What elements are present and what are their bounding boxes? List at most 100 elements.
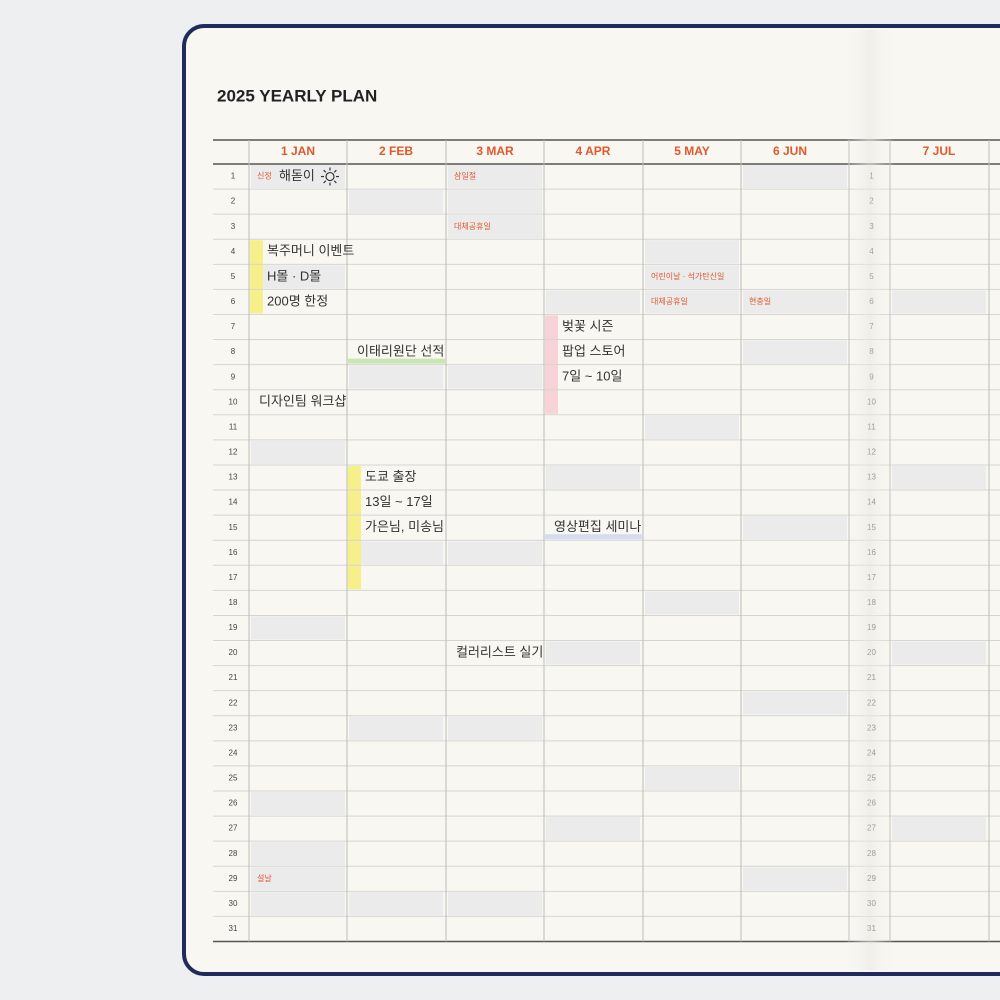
day-number: 14 [229, 498, 238, 507]
month-header: 5 MAY [674, 144, 710, 158]
shaded-cell [349, 541, 443, 565]
month-header: 7 JUL [923, 144, 956, 158]
handwritten-note: 팝업 스토어 [562, 344, 625, 359]
day-number: 21 [229, 673, 238, 682]
day-number: 3 [231, 222, 236, 231]
shaded-cell [645, 240, 739, 264]
shaded-cell [892, 465, 986, 490]
day-number: 26 [229, 799, 238, 808]
plan-title: 2025 YEARLY PLAN [217, 86, 377, 105]
shaded-cell [546, 817, 640, 841]
holiday-label: 신정 [257, 171, 272, 181]
handwritten-note: H몰 · D몰 [267, 268, 321, 283]
handwritten-note: 컬러리스트 실기 [456, 644, 543, 659]
holiday-label: 설날 [257, 873, 272, 883]
day-number: 23 [229, 723, 238, 732]
shaded-cell [743, 516, 847, 540]
handwritten-note: 벚꽃 시즌 [562, 318, 613, 333]
holiday-label: 대체공휴일 [454, 221, 491, 231]
day-number: 24 [229, 748, 238, 757]
handwritten-note: 이태리원단 선적 [357, 344, 444, 359]
shaded-cell [251, 867, 345, 891]
holiday-label: 대체공휴일 [651, 296, 688, 306]
shaded-cell [349, 716, 443, 740]
shaded-cell [251, 440, 345, 464]
day-number: 17 [229, 573, 238, 582]
holiday-label: 현충일 [749, 297, 771, 306]
handwritten-note: 13일 ~ 17일 [365, 494, 433, 509]
shaded-cell [892, 817, 986, 841]
shaded-cell [349, 892, 443, 916]
day-number: 18 [229, 598, 238, 607]
day-number: 10 [229, 397, 238, 406]
highlight [348, 465, 361, 590]
day-number: 11 [229, 422, 238, 431]
sun-icon [325, 171, 335, 182]
shaded-cell [251, 892, 345, 916]
shaded-cell [645, 766, 739, 790]
day-number: 4 [231, 247, 236, 256]
day-number: 12 [229, 448, 238, 457]
day-number: 20 [229, 648, 238, 657]
shaded-cell [251, 792, 345, 816]
shaded-cell [645, 265, 739, 289]
handwritten-note: 가은님, 미송님 [365, 519, 444, 534]
handwritten-note: 영상편집 세미나 [554, 519, 641, 534]
month-header: 6 JUN [773, 144, 807, 158]
sun-ray [333, 169, 337, 173]
shaded-cell [349, 190, 443, 214]
day-number: 8 [231, 347, 236, 356]
holiday-label: 삼일절 [454, 171, 476, 181]
shaded-cell [251, 842, 345, 866]
shaded-cell [743, 165, 847, 189]
highlight [545, 534, 642, 540]
month-header: 1 JAN [281, 144, 315, 158]
shaded-cell [251, 616, 345, 640]
highlight [250, 240, 263, 314]
shaded-cell [743, 867, 847, 891]
handwritten-note: 복주머니 이벤트 [267, 243, 354, 258]
shaded-cell [448, 365, 542, 389]
shaded-cell [546, 465, 640, 490]
day-number: 29 [229, 874, 238, 883]
day-number: 30 [229, 899, 238, 908]
shaded-cell [645, 591, 739, 615]
holiday-label: 어린이날 · 석가탄신일 [651, 271, 724, 281]
handwritten-note: 7일 ~ 10일 [562, 369, 622, 384]
month-header: 3 MAR [476, 144, 514, 158]
day-number: 13 [229, 473, 238, 482]
calendar-grid: 1122334455667788991010111112121313141415… [213, 139, 1000, 943]
shaded-cell [743, 691, 847, 715]
shaded-cell [448, 892, 542, 916]
shaded-cell [448, 541, 542, 565]
sun-ray [333, 180, 337, 184]
day-number: 28 [229, 849, 238, 858]
shaded-cell [251, 165, 345, 189]
shaded-cell [892, 290, 986, 314]
day-number: 6 [231, 297, 236, 306]
day-number: 16 [229, 548, 238, 557]
day-number: 19 [229, 623, 238, 632]
month-header: 2 FEB [379, 144, 413, 158]
highlight [348, 358, 445, 364]
shaded-cell [546, 290, 640, 314]
handwritten-note: 도쿄 출장 [365, 469, 416, 484]
shaded-cell [892, 641, 986, 665]
handwritten-note: 200명 한정 [267, 293, 328, 308]
page-fold [845, 30, 895, 970]
day-number: 9 [231, 372, 236, 381]
day-number: 2 [231, 197, 236, 206]
day-number: 1 [231, 172, 236, 181]
sun-ray [323, 169, 327, 173]
handwritten-note: 해돋이 [279, 168, 315, 183]
shaded-cell [448, 190, 542, 214]
day-number: 7 [231, 322, 236, 331]
day-number: 15 [229, 523, 238, 532]
shaded-cell [448, 215, 542, 239]
shaded-cell [349, 365, 443, 389]
day-number: 22 [229, 698, 238, 707]
day-number: 27 [229, 824, 238, 833]
shaded-cell [645, 290, 739, 314]
month-header: 4 APR [576, 144, 611, 158]
